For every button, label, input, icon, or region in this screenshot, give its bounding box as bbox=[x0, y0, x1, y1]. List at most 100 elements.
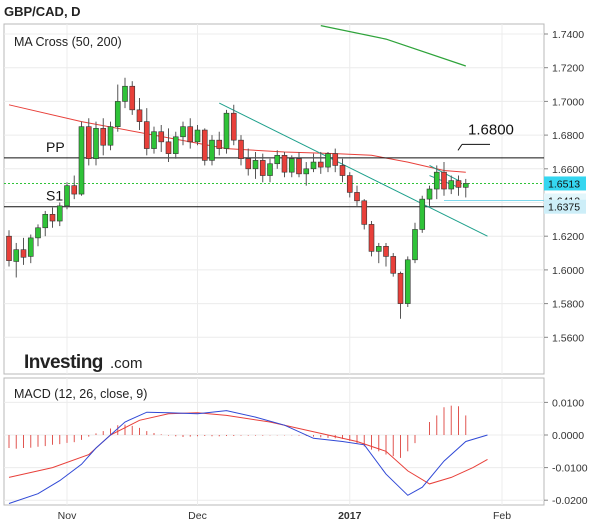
candle-down bbox=[85, 126, 92, 159]
candle-down bbox=[317, 161, 324, 168]
candle-down bbox=[296, 158, 302, 175]
candle bbox=[332, 148, 339, 173]
candle-down bbox=[238, 139, 244, 159]
candle bbox=[441, 162, 447, 196]
candle bbox=[151, 126, 157, 154]
candle-up bbox=[325, 153, 331, 168]
candle-down bbox=[332, 153, 339, 166]
candle bbox=[296, 151, 302, 178]
candle-up bbox=[78, 126, 85, 195]
chart-title: GBP/CAD, D bbox=[4, 4, 81, 19]
candle bbox=[13, 242, 20, 278]
candle bbox=[122, 77, 128, 109]
candle-up bbox=[310, 161, 317, 170]
price-badge: 1.6513 bbox=[544, 176, 586, 191]
candle bbox=[129, 81, 136, 115]
price-layer: PP S1 1.6800 bbox=[4, 25, 544, 319]
candle bbox=[288, 155, 295, 178]
candle bbox=[187, 118, 194, 149]
candle-down bbox=[187, 126, 194, 143]
candle bbox=[194, 124, 201, 146]
candle-down bbox=[6, 235, 12, 261]
candle-down bbox=[361, 200, 368, 225]
macd-gridlines bbox=[4, 378, 544, 505]
candle bbox=[158, 124, 165, 152]
candle-up bbox=[267, 163, 273, 176]
candle bbox=[448, 175, 455, 195]
candle bbox=[172, 131, 179, 159]
candle-up bbox=[172, 136, 179, 154]
candle-up bbox=[107, 126, 114, 146]
candle bbox=[339, 158, 346, 183]
ma-200-line bbox=[320, 25, 466, 67]
candle-up bbox=[114, 101, 121, 127]
candle-down bbox=[441, 171, 447, 190]
candle-down bbox=[201, 129, 208, 161]
candle bbox=[107, 121, 114, 151]
candle bbox=[433, 165, 440, 200]
candle-up bbox=[194, 129, 201, 143]
logo-suffix: .com bbox=[110, 355, 143, 372]
candle-down bbox=[143, 121, 150, 149]
candle-down bbox=[216, 139, 223, 149]
candle bbox=[267, 158, 273, 183]
candle-down bbox=[397, 272, 404, 304]
candle-up bbox=[419, 198, 426, 230]
candle-up bbox=[56, 205, 63, 222]
candle-up bbox=[252, 160, 259, 170]
candle-up bbox=[93, 128, 99, 159]
candle-up bbox=[180, 126, 186, 138]
candle-up bbox=[64, 185, 70, 207]
candle bbox=[259, 153, 266, 183]
level-label-s1: S1 bbox=[46, 188, 63, 204]
candle-down bbox=[354, 192, 360, 202]
candle bbox=[136, 98, 143, 131]
candle bbox=[223, 109, 230, 154]
candle-up bbox=[42, 213, 49, 229]
candle-up bbox=[288, 158, 295, 173]
macd-lines bbox=[8, 410, 488, 504]
trendline bbox=[219, 102, 488, 237]
price-badge-label: 1.6375 bbox=[548, 202, 580, 214]
candle-down bbox=[368, 224, 375, 252]
price-tick-label: 1.6600 bbox=[552, 164, 584, 176]
price-badge-bg bbox=[544, 199, 586, 214]
candle-down bbox=[281, 155, 288, 173]
candle bbox=[390, 253, 397, 277]
candle bbox=[375, 242, 382, 264]
candle-down bbox=[383, 246, 389, 257]
x-tick-label: Dec bbox=[188, 510, 207, 522]
x-tick-label: Nov bbox=[58, 510, 77, 522]
candle bbox=[49, 207, 56, 228]
candle bbox=[216, 131, 223, 156]
candle-down bbox=[230, 112, 237, 141]
candle bbox=[412, 222, 418, 264]
x-tick-label: Feb bbox=[493, 510, 511, 522]
macd-tick-label: 0.0100 bbox=[552, 397, 584, 409]
candle-up bbox=[426, 188, 433, 200]
price-tick-label: 1.7400 bbox=[552, 29, 584, 41]
candle bbox=[78, 121, 85, 196]
candle-down bbox=[49, 213, 56, 222]
candle-up bbox=[27, 237, 34, 257]
x-tick-label: 2017 bbox=[338, 510, 362, 522]
candle bbox=[274, 150, 281, 169]
macd-signal-line bbox=[8, 412, 488, 485]
candle bbox=[6, 230, 12, 267]
candle bbox=[404, 256, 411, 307]
axis-layer: Nov Dec 2017 Feb 1.7400 1.7200 1.7000 1.6800 1.6… bbox=[58, 29, 588, 522]
candle bbox=[325, 151, 331, 173]
candle-up bbox=[274, 155, 281, 165]
candle bbox=[143, 108, 150, 156]
candle bbox=[165, 128, 172, 163]
candle bbox=[56, 202, 63, 227]
candle bbox=[397, 271, 404, 319]
candle-up bbox=[35, 227, 41, 239]
candle-down bbox=[339, 165, 346, 176]
candle-down bbox=[259, 160, 266, 176]
price-tick-label: 1.5600 bbox=[552, 332, 584, 344]
price-tick-label: 1.7000 bbox=[552, 96, 584, 108]
candle-up bbox=[13, 249, 20, 262]
candle bbox=[93, 121, 99, 166]
